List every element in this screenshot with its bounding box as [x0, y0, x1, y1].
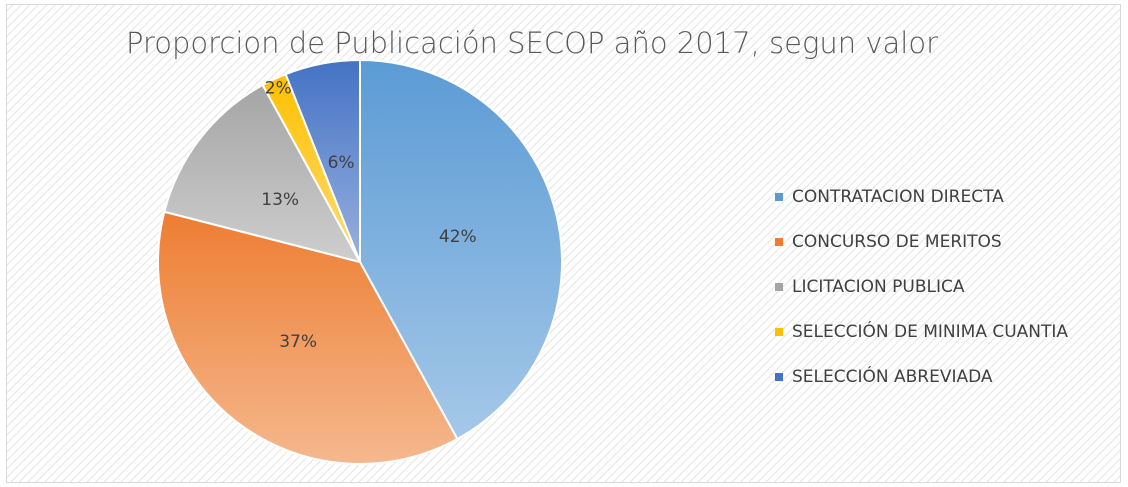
- data-label: 42%: [439, 227, 477, 247]
- data-label: 13%: [261, 190, 299, 210]
- pie-slice: [284, 58, 361, 263]
- pie-slice: [157, 210, 459, 465]
- legend-label: SELECCIÓN ABREVIADA: [792, 365, 993, 387]
- legend-swatch: [775, 193, 783, 201]
- chart-title: Proporcion de Publicación SECOP año 2017…: [126, 26, 938, 60]
- pie-slice: [359, 58, 563, 441]
- data-label: 6%: [328, 153, 355, 173]
- legend-swatch: [775, 373, 783, 381]
- legend-label: LICITACION PUBLICA: [792, 277, 965, 297]
- legend-label: CONTRATACION DIRECTA: [792, 187, 1004, 207]
- legend-swatch: [775, 328, 783, 336]
- data-label: 37%: [279, 332, 317, 352]
- legend-label: SELECCIÓN DE MINIMA CUANTIA: [792, 320, 1068, 342]
- data-label: 2%: [265, 78, 292, 98]
- legend-label: CONCURSO DE MERITOS: [792, 232, 1002, 252]
- legend-swatch: [775, 283, 783, 291]
- pie-slice: [163, 83, 362, 264]
- legend-swatch: [775, 238, 783, 246]
